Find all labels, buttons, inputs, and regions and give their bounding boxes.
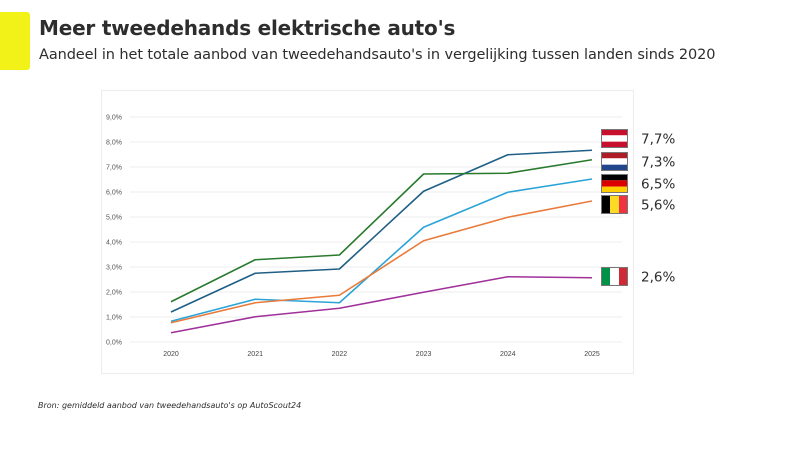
- x-tick-label: 2024: [500, 351, 516, 358]
- chart-frame: [101, 90, 634, 374]
- legend-flags: [601, 129, 628, 286]
- y-tick-label: 8,0%: [106, 140, 122, 147]
- germany-flag-icon: [601, 174, 628, 193]
- series-line-germany: [170, 178, 593, 323]
- series-line-belgium: [170, 200, 593, 324]
- y-axis-ticks: 0,0% 1,0% 2,0% 3,0% 4,0% 5,0% 6,0% 7,0% 8,0% 9,0%: [106, 115, 122, 347]
- y-tick-label: 0,0%: [106, 340, 122, 347]
- gridlines: [130, 116, 622, 343]
- source-note: Bron: gemiddeld aanbod van tweedehandsau…: [38, 401, 302, 410]
- netherlands-flag-icon: [601, 152, 628, 171]
- end-label-italy: 2,6%: [641, 270, 675, 286]
- end-label-belgium: 5,6%: [641, 198, 675, 214]
- y-tick-label: 2,0%: [106, 290, 122, 297]
- y-tick-label: 3,0%: [106, 265, 122, 272]
- series-line-austria: [170, 149, 593, 313]
- italy-flag-icon: [601, 267, 628, 286]
- end-label-netherlands: 7,3%: [641, 155, 675, 171]
- x-tick-label: 2020: [163, 351, 179, 358]
- chart-title: Meer tweedehands elektrische auto's: [39, 16, 456, 40]
- x-tick-label: 2025: [584, 351, 600, 358]
- chart-subtitle: Aandeel in het totale aanbod van tweedeh…: [39, 47, 716, 63]
- accent-bar: [0, 12, 30, 70]
- end-label-germany: 6,5%: [641, 177, 675, 193]
- series-line-italy: [170, 275, 593, 334]
- y-tick-label: 1,0%: [106, 315, 122, 322]
- x-tick-label: 2021: [247, 351, 263, 358]
- series-lines: [170, 149, 593, 334]
- y-tick-label: 9,0%: [106, 115, 122, 122]
- austria-flag-icon: [601, 129, 628, 148]
- end-labels: 7,7% 7,3% 6,5% 5,6% 2,6%: [641, 132, 675, 286]
- belgium-flag-icon: [601, 195, 628, 214]
- y-tick-label: 6,0%: [106, 190, 122, 197]
- series-line-netherlands: [170, 158, 593, 303]
- end-label-austria: 7,7%: [641, 132, 675, 148]
- x-tick-label: 2022: [332, 351, 348, 358]
- y-tick-label: 7,0%: [106, 165, 122, 172]
- y-tick-label: 5,0%: [106, 215, 122, 222]
- y-tick-label: 4,0%: [106, 240, 122, 247]
- x-tick-label: 2023: [416, 351, 432, 358]
- x-axis-ticks: 2020 2021 2022 2023 2024 2025: [163, 351, 600, 358]
